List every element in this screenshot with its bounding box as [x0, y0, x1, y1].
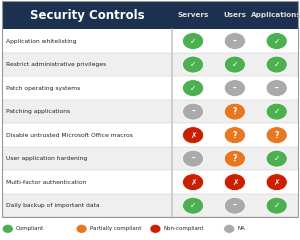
FancyBboxPatch shape: [2, 147, 298, 170]
Text: Security Controls: Security Controls: [30, 9, 145, 22]
Circle shape: [224, 80, 245, 96]
Circle shape: [266, 56, 287, 73]
FancyBboxPatch shape: [2, 100, 298, 123]
Circle shape: [224, 225, 235, 233]
Circle shape: [266, 150, 287, 167]
Circle shape: [182, 127, 204, 144]
Text: ✓: ✓: [274, 36, 280, 46]
Text: –: –: [191, 107, 195, 116]
Text: Daily backup of important data: Daily backup of important data: [6, 203, 100, 208]
Circle shape: [266, 103, 287, 120]
Text: ✓: ✓: [274, 201, 280, 210]
Text: Multi-factor authentication: Multi-factor authentication: [6, 180, 86, 185]
Circle shape: [182, 197, 204, 214]
Text: User application hardening: User application hardening: [6, 156, 87, 161]
Text: Users: Users: [224, 12, 246, 18]
Circle shape: [224, 33, 245, 49]
Text: –: –: [233, 201, 237, 210]
Text: –: –: [275, 84, 279, 93]
Text: ✓: ✓: [232, 60, 238, 69]
Text: Partially compliant: Partially compliant: [90, 226, 141, 231]
Text: ✓: ✓: [274, 107, 280, 116]
Circle shape: [266, 197, 287, 214]
Text: NA: NA: [237, 226, 245, 231]
Text: ?: ?: [233, 107, 237, 116]
Text: Applications: Applications: [251, 12, 300, 18]
Text: ?: ?: [233, 154, 237, 163]
Circle shape: [150, 225, 161, 233]
Circle shape: [224, 150, 245, 167]
Text: Patching applications: Patching applications: [6, 109, 70, 114]
Circle shape: [266, 33, 287, 49]
Text: ✗: ✗: [190, 178, 196, 187]
Text: ✗: ✗: [274, 178, 280, 187]
Circle shape: [266, 80, 287, 96]
Circle shape: [224, 127, 245, 144]
Text: –: –: [191, 154, 195, 163]
Circle shape: [182, 33, 204, 49]
Text: ✓: ✓: [190, 36, 196, 46]
Text: –: –: [233, 84, 237, 93]
Circle shape: [182, 150, 204, 167]
Circle shape: [76, 225, 87, 233]
FancyBboxPatch shape: [2, 194, 298, 217]
Circle shape: [224, 174, 245, 191]
Circle shape: [266, 174, 287, 191]
Text: Application whitelisting: Application whitelisting: [6, 39, 76, 43]
Text: –: –: [233, 36, 237, 46]
FancyBboxPatch shape: [2, 53, 298, 76]
FancyBboxPatch shape: [2, 29, 298, 53]
FancyBboxPatch shape: [2, 123, 298, 147]
Text: ✓: ✓: [190, 201, 196, 210]
FancyBboxPatch shape: [2, 170, 298, 194]
Text: Servers: Servers: [177, 12, 209, 18]
Text: Disable untrusted Microsoft Office macros: Disable untrusted Microsoft Office macro…: [6, 133, 133, 138]
Text: ✓: ✓: [274, 60, 280, 69]
Circle shape: [2, 225, 13, 233]
Text: ?: ?: [274, 131, 279, 140]
FancyBboxPatch shape: [2, 76, 298, 100]
Text: Patch operating systems: Patch operating systems: [6, 86, 80, 90]
Text: Non-compliant: Non-compliant: [164, 226, 204, 231]
Circle shape: [182, 56, 204, 73]
Circle shape: [224, 197, 245, 214]
Text: ?: ?: [233, 131, 237, 140]
Text: ✓: ✓: [274, 154, 280, 163]
Circle shape: [266, 127, 287, 144]
FancyBboxPatch shape: [2, 1, 298, 29]
Circle shape: [182, 80, 204, 96]
Circle shape: [224, 56, 245, 73]
Text: Restrict administrative privileges: Restrict administrative privileges: [6, 62, 106, 67]
Text: ✓: ✓: [190, 60, 196, 69]
Circle shape: [224, 103, 245, 120]
Circle shape: [182, 103, 204, 120]
Text: Compliant: Compliant: [16, 226, 44, 231]
Text: ✗: ✗: [232, 178, 238, 187]
Text: ✗: ✗: [190, 131, 196, 140]
Circle shape: [182, 174, 204, 191]
Text: ✓: ✓: [190, 84, 196, 93]
